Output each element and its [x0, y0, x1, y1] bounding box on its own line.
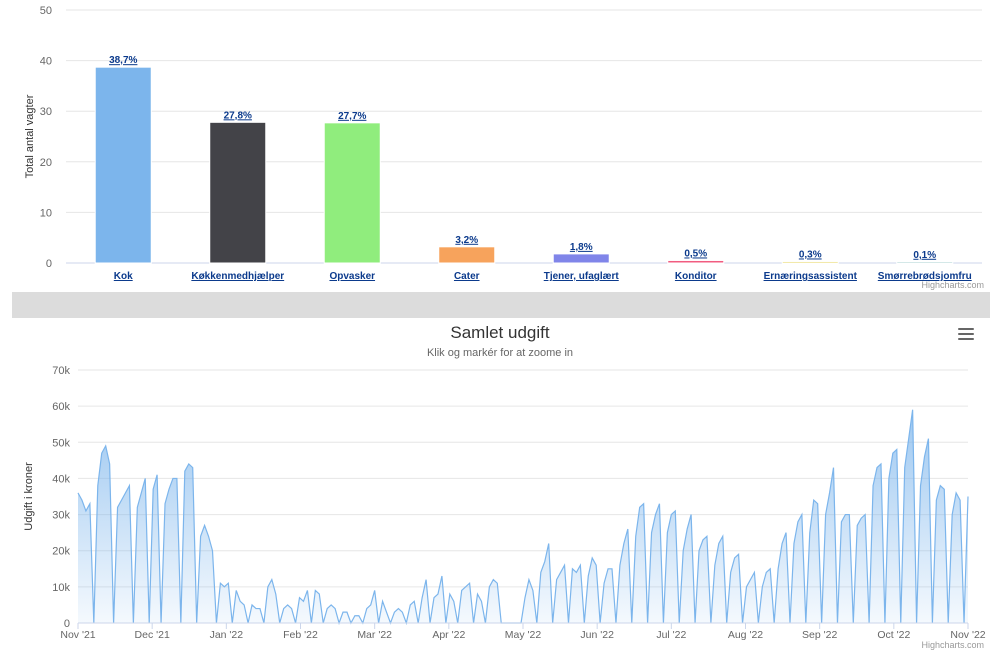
x-tick-label: Apr '22 — [432, 629, 465, 641]
y-tick-label: 30 — [40, 106, 52, 118]
y-tick-label: 50 — [40, 5, 52, 17]
bar-5[interactable] — [667, 259, 725, 264]
hamburger-menu-icon[interactable] — [958, 328, 974, 342]
x-tick-label: Aug '22 — [728, 629, 763, 641]
y-tick-label: 10k — [52, 582, 70, 594]
y-axis-title: Udgift i kroner — [23, 462, 35, 531]
data-label[interactable]: 27,7% — [338, 111, 366, 122]
x-tick-label: Sep '22 — [802, 629, 837, 641]
y-tick-label: 60k — [52, 401, 70, 413]
area-chart[interactable]: 0 10k 20k 30k 40k 50k 60k 70k Udgift i kroner Nov… — [0, 318, 1000, 652]
chart-divider — [12, 292, 990, 318]
y-tick-label: 0 — [64, 618, 70, 630]
x-tick-label: Oct '22 — [877, 629, 910, 641]
bar-7[interactable] — [896, 261, 954, 264]
y-axis-title: Total antal vagter — [24, 94, 36, 178]
bar-3[interactable] — [438, 246, 496, 264]
data-label[interactable]: 1,8% — [570, 242, 593, 253]
y-tick-label: 20k — [52, 546, 70, 558]
y-tick-label: 40k — [52, 473, 70, 485]
x-tick-label: Dec '21 — [135, 629, 170, 641]
category-label[interactable]: Kok — [114, 271, 133, 282]
area-fill — [78, 409, 968, 623]
x-tick-label: Feb '22 — [283, 629, 318, 641]
data-label[interactable]: 3,2% — [455, 235, 478, 246]
data-label[interactable]: 0,1% — [913, 250, 936, 261]
data-label[interactable]: 0,3% — [799, 249, 822, 260]
bar-chart-credits[interactable]: Highcharts.com — [921, 280, 984, 290]
bar-chart-panel: 0 10 20 30 40 50 Total antal vagter 38,7% Kok 27,… — [0, 0, 1000, 292]
y-tick-label: 40 — [40, 56, 52, 68]
bar-1[interactable] — [209, 121, 267, 264]
bar-0[interactable] — [94, 66, 152, 264]
x-tick-label: Nov '21 — [60, 629, 95, 641]
category-label[interactable]: Køkkenmedhjælper — [191, 271, 284, 282]
area-chart-subtitle: Klik og markér for at zoome in — [426, 347, 574, 359]
category-label[interactable]: Konditor — [675, 271, 717, 282]
y-tick-label: 20 — [40, 157, 52, 169]
y-tick-label: 50k — [52, 437, 70, 449]
bar-chart: 0 10 20 30 40 50 Total antal vagter 38,7% Kok 27,… — [24, 5, 982, 282]
y-tick-label: 0 — [46, 258, 52, 270]
x-tick-label: Mar '22 — [357, 629, 392, 641]
category-label[interactable]: Ernæringsassistent — [764, 271, 858, 282]
data-label[interactable]: 0,5% — [684, 248, 707, 259]
x-tick-label: Jun '22 — [580, 629, 614, 641]
area-chart-credits[interactable]: Highcharts.com — [921, 640, 984, 650]
y-tick-label: 70k — [52, 365, 70, 377]
category-label[interactable]: Cater — [454, 271, 480, 282]
area-series-line[interactable] — [77, 409, 969, 626]
x-tick-label: May '22 — [505, 629, 542, 641]
y-tick-label: 30k — [52, 510, 70, 522]
bar-6[interactable] — [781, 260, 839, 264]
category-label[interactable]: Opvasker — [329, 271, 375, 282]
x-tick-label: Jul '22 — [656, 629, 686, 641]
category-label[interactable]: Tjener, ufaglært — [544, 271, 620, 282]
data-label[interactable]: 27,8% — [224, 110, 252, 121]
bar-4[interactable] — [552, 253, 610, 264]
area-chart-title: Samlet udgift — [450, 323, 550, 342]
x-tick-label: Nov '22 — [950, 629, 985, 641]
x-tick-label: Jan '22 — [210, 629, 244, 641]
area-chart-panel: Samlet udgift Klik og markér for at zoom… — [0, 318, 1000, 652]
bar-2[interactable] — [323, 122, 381, 264]
y-tick-label: 10 — [40, 207, 52, 219]
category-label[interactable]: Smørrebrødsjomfru — [878, 271, 972, 282]
data-label[interactable]: 38,7% — [109, 55, 137, 66]
